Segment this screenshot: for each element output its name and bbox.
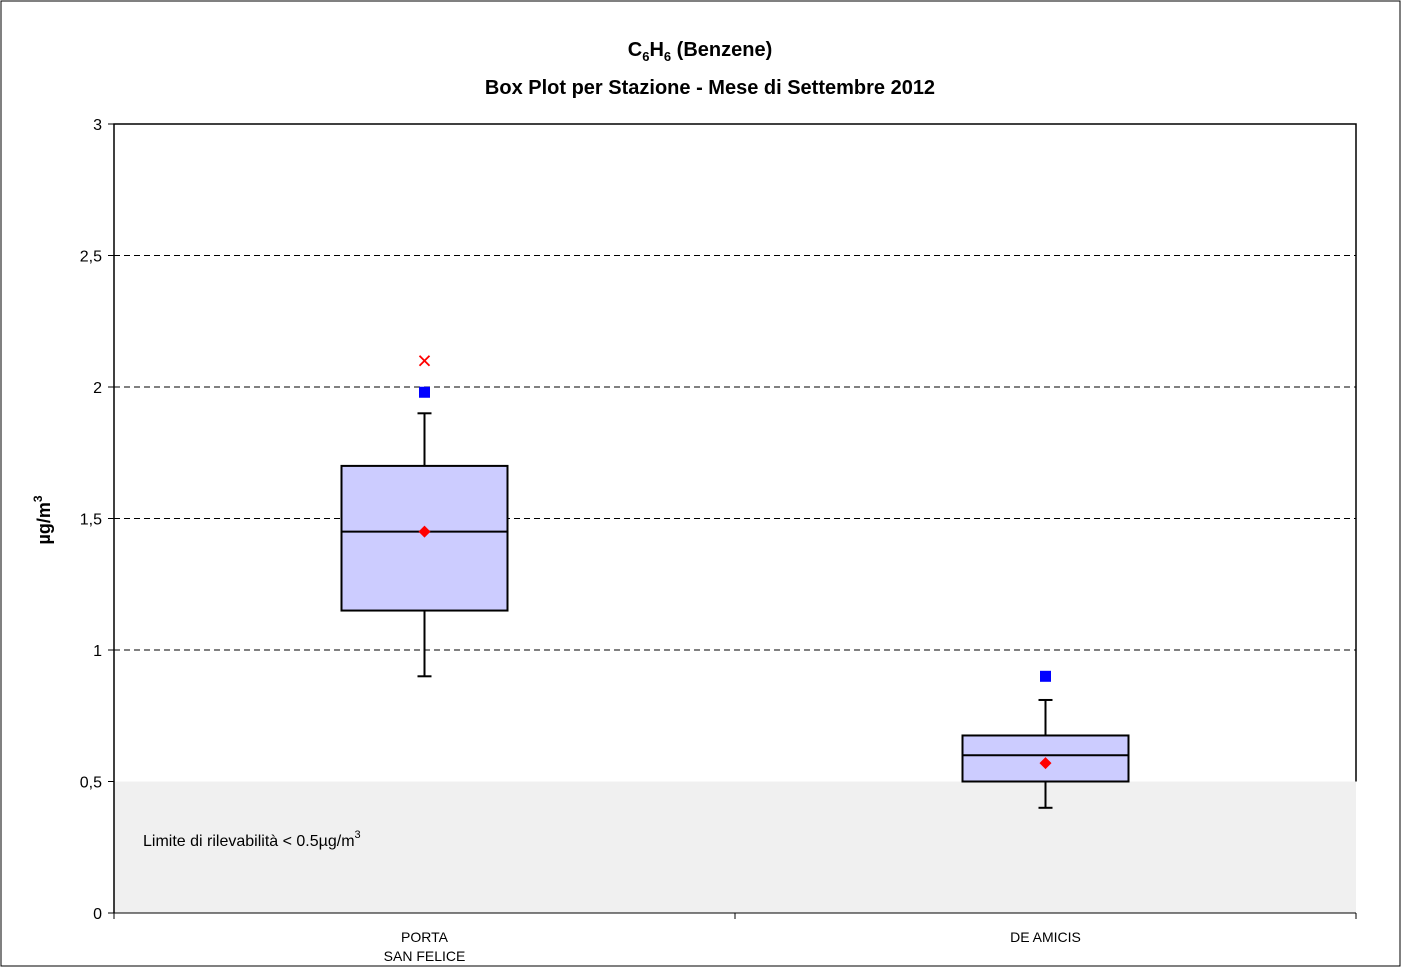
mean-marker: [418, 525, 431, 538]
detection-limit-band: [114, 781, 1356, 913]
iqr-box: [961, 734, 1130, 783]
detection-limit-note: Limite di rilevabilità < 0.5µg/m3: [143, 829, 361, 850]
y-tick-label: 2,5: [80, 249, 102, 266]
p98-marker: [1040, 670, 1051, 682]
x-tick-label: DE AMICIS: [1010, 929, 1081, 945]
plot-area: 0 0,5 1 1,5 2 2,5 3 PORTA SAN FELICE DE AMICIS: [80, 117, 1357, 964]
x-tick-label: PORTA: [401, 929, 449, 945]
box-group: [961, 670, 1130, 809]
y-tick-label: 2: [93, 380, 102, 397]
chart-subtitle: Box Plot per Stazione - Mese di Settembr…: [485, 77, 935, 99]
y-tick-label: 1,5: [80, 512, 102, 529]
y-tick-label: 0: [93, 906, 102, 923]
y-tick-label: 3: [93, 117, 102, 134]
p98-marker: [419, 386, 430, 398]
box-group: [340, 355, 509, 678]
y-tick-label: 1: [93, 643, 102, 660]
y-tick-label: 0,5: [80, 775, 102, 792]
iqr-box: [340, 464, 509, 612]
chart-title: C6H6 (Benzene): [628, 39, 773, 64]
mean-marker: [1039, 757, 1052, 770]
max-marker: [418, 355, 431, 367]
y-axis-label: µg/m3: [31, 495, 54, 544]
x-tick-label-line2: SAN FELICE: [384, 948, 466, 964]
